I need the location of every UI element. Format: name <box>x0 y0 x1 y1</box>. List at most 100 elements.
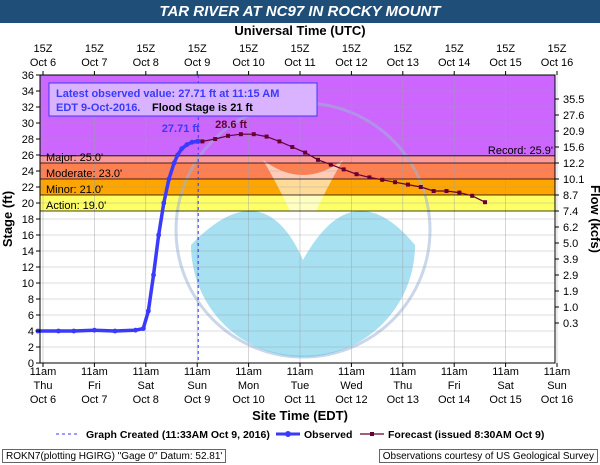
top-tick-label-time: 15Z <box>445 43 464 55</box>
bottom-tick-label-day: Sat <box>497 380 514 392</box>
legend-graph-created: Graph Created (11:33AM Oct 9, 2016) <box>86 429 270 441</box>
observed-point <box>171 160 177 166</box>
top-tick-label-time: 15Z <box>188 43 207 55</box>
bottom-tick-label-date: Oct 8 <box>133 394 159 406</box>
top-tick-label-time: 15Z <box>393 43 412 55</box>
forecast-point <box>457 190 462 195</box>
hydrograph-chart: Action: 19.0' Minor: 21.0' Moderate: 23.0'… <box>0 23 600 441</box>
forecast-point <box>341 167 346 172</box>
top-tick-label-time: 15Z <box>291 43 310 55</box>
flow-tick-label: 3.9 <box>563 254 578 266</box>
bottom-tick-label-time: 11am <box>389 366 416 378</box>
bottom-tick-label-day: Fri <box>448 380 461 392</box>
forecast-point <box>380 177 385 182</box>
y-tick-label: 4 <box>28 326 34 338</box>
left-axis-title: Stage (ft) <box>0 191 15 247</box>
bottom-tick-label-day: Sun <box>547 380 567 392</box>
observed-point <box>112 328 118 334</box>
right-axis-title: Flow (kcfs) <box>588 185 600 253</box>
top-tick-label-time: 15Z <box>548 43 567 55</box>
y-tick-label: 0 <box>28 358 34 370</box>
forecast-point <box>251 132 256 137</box>
y-tick-label: 28 <box>22 134 34 146</box>
bottom-tick-label-time: 11am <box>81 366 108 378</box>
forecast-point <box>367 175 372 180</box>
forecast-point <box>303 150 308 155</box>
forecast-point <box>264 134 269 139</box>
bottom-tick-label-time: 11am <box>441 366 468 378</box>
forecast-point <box>444 189 449 193</box>
bottom-tick-label-time: 11am <box>184 366 211 378</box>
top-tick-label-date: Oct 10 <box>232 57 264 69</box>
noaa-watermark-bird <box>263 160 343 250</box>
forecast-point <box>354 172 359 177</box>
observed-point <box>92 327 97 333</box>
forecast-point <box>200 139 205 144</box>
legend-forecast-marker <box>370 432 374 436</box>
forecast-point <box>328 162 333 167</box>
title-bar: TAR RIVER AT NC97 IN ROCKY MOUNT <box>0 0 600 23</box>
flow-tick-label: 7.4 <box>563 206 578 218</box>
bottom-tick-label-date: Oct 16 <box>541 394 573 406</box>
observed-point <box>184 142 190 148</box>
forecast-point <box>405 182 410 187</box>
forecast-point <box>418 185 423 189</box>
observed-point <box>175 152 181 158</box>
y-tick-label: 26 <box>22 150 34 162</box>
bottom-tick-label-day: Tue <box>291 380 310 392</box>
top-tick-label-date: Oct 11 <box>284 57 316 69</box>
bottom-tick-label-date: Oct 11 <box>284 394 316 406</box>
observed-point <box>71 328 77 334</box>
forecast-point <box>470 193 475 198</box>
bottom-tick-label-date: Oct 7 <box>81 394 107 406</box>
y-tick-label: 32 <box>22 102 34 114</box>
top-tick-label-time: 15Z <box>496 43 515 55</box>
bottom-axis-title: Site Time (EDT) <box>252 408 348 423</box>
y-tick-label: 14 <box>22 246 34 258</box>
flow-tick-label: 8.7 <box>563 190 578 202</box>
observed-point <box>145 308 151 314</box>
chart-title: TAR RIVER AT NC97 IN ROCKY MOUNT <box>159 3 441 20</box>
y-tick-label: 20 <box>22 198 34 210</box>
forecast-point <box>483 200 488 205</box>
flow-tick-label: 20.9 <box>563 126 584 138</box>
bottom-tick-label-day: Sun <box>187 380 207 392</box>
bottom-tick-label-date: Oct 12 <box>335 394 367 406</box>
flow-tick-label: 1.9 <box>563 286 578 298</box>
bottom-tick-label-date: Oct 6 <box>30 394 56 406</box>
y-tick-label: 22 <box>22 182 34 194</box>
top-tick-label-time: 15Z <box>342 43 361 55</box>
bottom-tick-label-time: 11am <box>544 366 571 378</box>
observed-point <box>189 139 195 145</box>
bottom-tick-label-day: Thu <box>34 380 53 392</box>
forecast-point <box>315 157 320 162</box>
top-tick-label-date: Oct 7 <box>81 57 107 69</box>
y-tick-label: 8 <box>28 294 34 306</box>
y-tick-label: 10 <box>22 278 34 290</box>
noaa-watermark-wave <box>191 210 415 357</box>
top-tick-label-time: 15Z <box>85 43 104 55</box>
bottom-tick-label-date: Oct 10 <box>232 394 264 406</box>
observed-value-label: 27.71 ft <box>162 123 200 135</box>
legend-observed-marker <box>285 431 291 437</box>
top-tick-label-date: Oct 12 <box>335 57 367 69</box>
top-tick-label-time: 15Z <box>239 43 258 55</box>
y-tick-label: 2 <box>28 342 34 354</box>
observed-point <box>166 176 172 182</box>
top-tick-label-date: Oct 15 <box>489 57 521 69</box>
flood-label-action: Action: 19.0' <box>46 200 106 212</box>
observed-point <box>179 146 185 152</box>
record-label: Record: 25.9' <box>488 145 553 157</box>
y-tick-label: 24 <box>22 166 34 178</box>
forecast-point <box>226 133 231 138</box>
y-tick-label: 12 <box>22 262 34 274</box>
legend-observed: Observed <box>304 429 352 441</box>
latest-observed-box <box>48 82 318 117</box>
flood-label-major: Major: 25.0' <box>46 152 103 164</box>
top-tick-label-date: Oct 14 <box>438 57 470 69</box>
flow-tick-label: 5.0 <box>563 238 578 250</box>
forecast-peak-label: 28.6 ft <box>215 119 247 131</box>
flow-tick-label: 1.0 <box>563 302 578 314</box>
bottom-tick-label-time: 11am <box>287 366 314 378</box>
